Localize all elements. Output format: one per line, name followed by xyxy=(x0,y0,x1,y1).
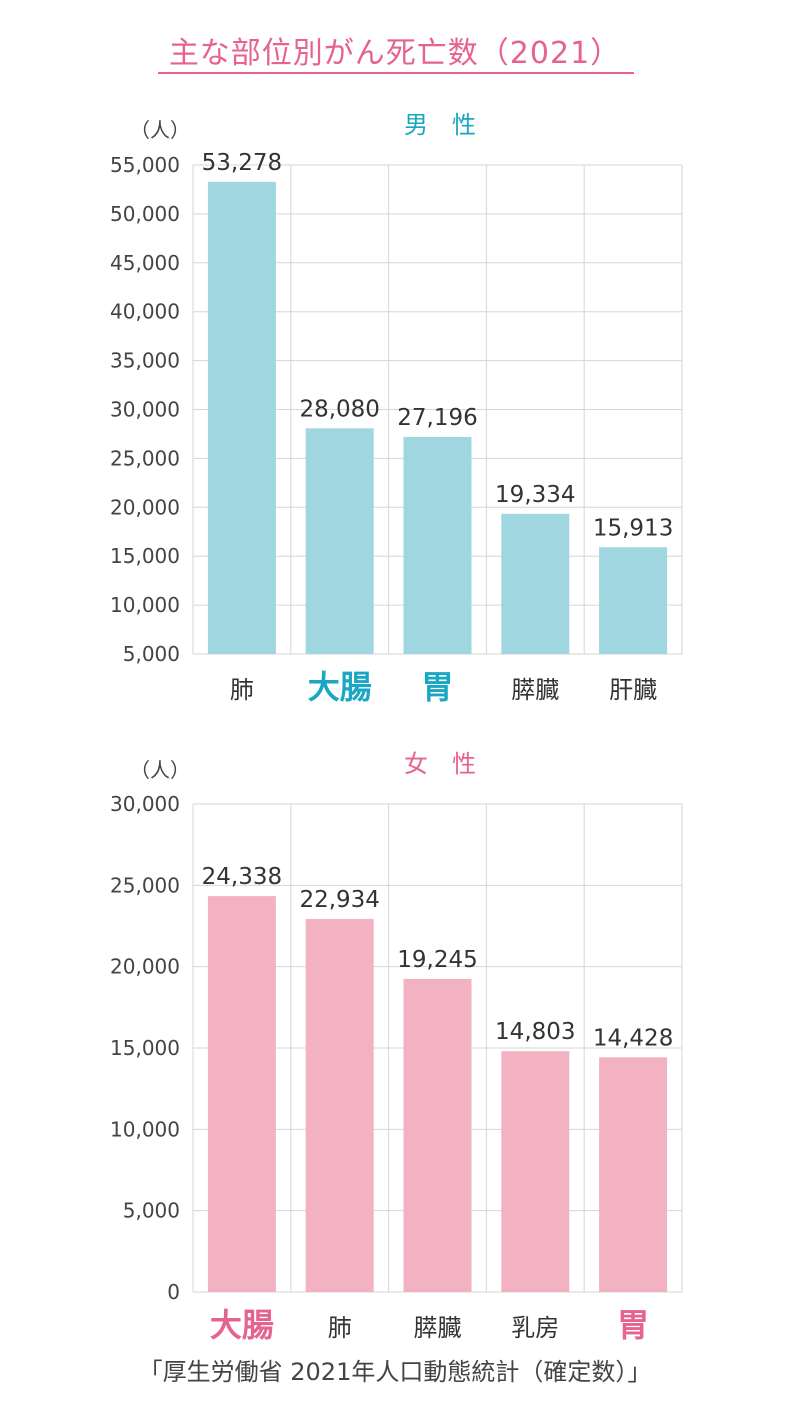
female-category-label: 肺 xyxy=(328,1314,352,1342)
female-category-label: 大腸 xyxy=(210,1306,274,1344)
female-bar xyxy=(403,978,472,1292)
chart-title: 主な部位別がん死亡数（2021） xyxy=(168,36,622,71)
male-y-tick-label: 50,000 xyxy=(110,202,180,226)
male-y-tick-label: 40,000 xyxy=(110,300,180,324)
female-category-label: 膵臓 xyxy=(414,1314,462,1342)
male-value-label: 15,913 xyxy=(593,515,673,541)
male-bar xyxy=(501,513,570,654)
female-value-label: 14,428 xyxy=(593,1025,673,1051)
female-y-tick-label: 30,000 xyxy=(110,792,180,816)
female-y-tick-label: 0 xyxy=(167,1280,180,1304)
male-chart-title: 男 性 xyxy=(404,111,476,139)
male-y-tick-label: 35,000 xyxy=(110,349,180,373)
male-value-label: 19,334 xyxy=(495,482,575,508)
male-value-label: 53,278 xyxy=(202,150,282,176)
female-y-unit-label: （人） xyxy=(130,758,190,782)
male-y-tick-label: 20,000 xyxy=(110,495,180,519)
female-value-label: 14,803 xyxy=(495,1019,575,1045)
female-y-tick-label: 20,000 xyxy=(110,955,180,979)
male-y-unit-label: （人） xyxy=(130,118,190,142)
female-value-label: 22,934 xyxy=(299,887,379,913)
title-underline xyxy=(158,72,634,74)
male-y-tick-label: 30,000 xyxy=(110,398,180,422)
female-bar xyxy=(599,1057,668,1292)
female-value-label: 19,245 xyxy=(397,947,477,973)
female-category-label: 胃 xyxy=(617,1306,649,1344)
female-chart-title: 女 性 xyxy=(404,750,476,778)
male-category-label: 大腸 xyxy=(308,668,372,706)
female-value-label: 24,338 xyxy=(202,864,282,890)
male-bar xyxy=(305,428,374,654)
female-bar xyxy=(501,1051,570,1292)
male-value-label: 28,080 xyxy=(299,396,379,422)
male-y-tick-label: 5,000 xyxy=(123,642,180,666)
male-category-label: 膵臓 xyxy=(511,676,559,704)
female-y-tick-label: 25,000 xyxy=(110,873,180,897)
female-category-label: 乳房 xyxy=(511,1314,559,1342)
male-category-label: 肝臓 xyxy=(609,676,657,704)
female-y-tick-label: 10,000 xyxy=(110,1117,180,1141)
male-y-tick-label: 10,000 xyxy=(110,593,180,617)
male-y-tick-label: 15,000 xyxy=(110,544,180,568)
male-bar xyxy=(599,547,668,654)
male-bar xyxy=(207,181,276,654)
male-y-tick-label: 45,000 xyxy=(110,251,180,275)
male-bar xyxy=(403,436,472,654)
female-bar xyxy=(207,896,276,1292)
male-category-label: 肺 xyxy=(230,676,254,704)
male-y-tick-label: 25,000 xyxy=(110,446,180,470)
female-y-tick-label: 15,000 xyxy=(110,1036,180,1060)
female-bar xyxy=(305,918,374,1292)
male-category-label: 胃 xyxy=(421,668,453,706)
female-y-tick-label: 5,000 xyxy=(123,1199,180,1223)
male-value-label: 27,196 xyxy=(397,405,477,431)
source-note: 「厚生労働省 2021年人口動態統計（確定数）」 xyxy=(138,1358,652,1386)
male-y-tick-label: 55,000 xyxy=(110,153,180,177)
